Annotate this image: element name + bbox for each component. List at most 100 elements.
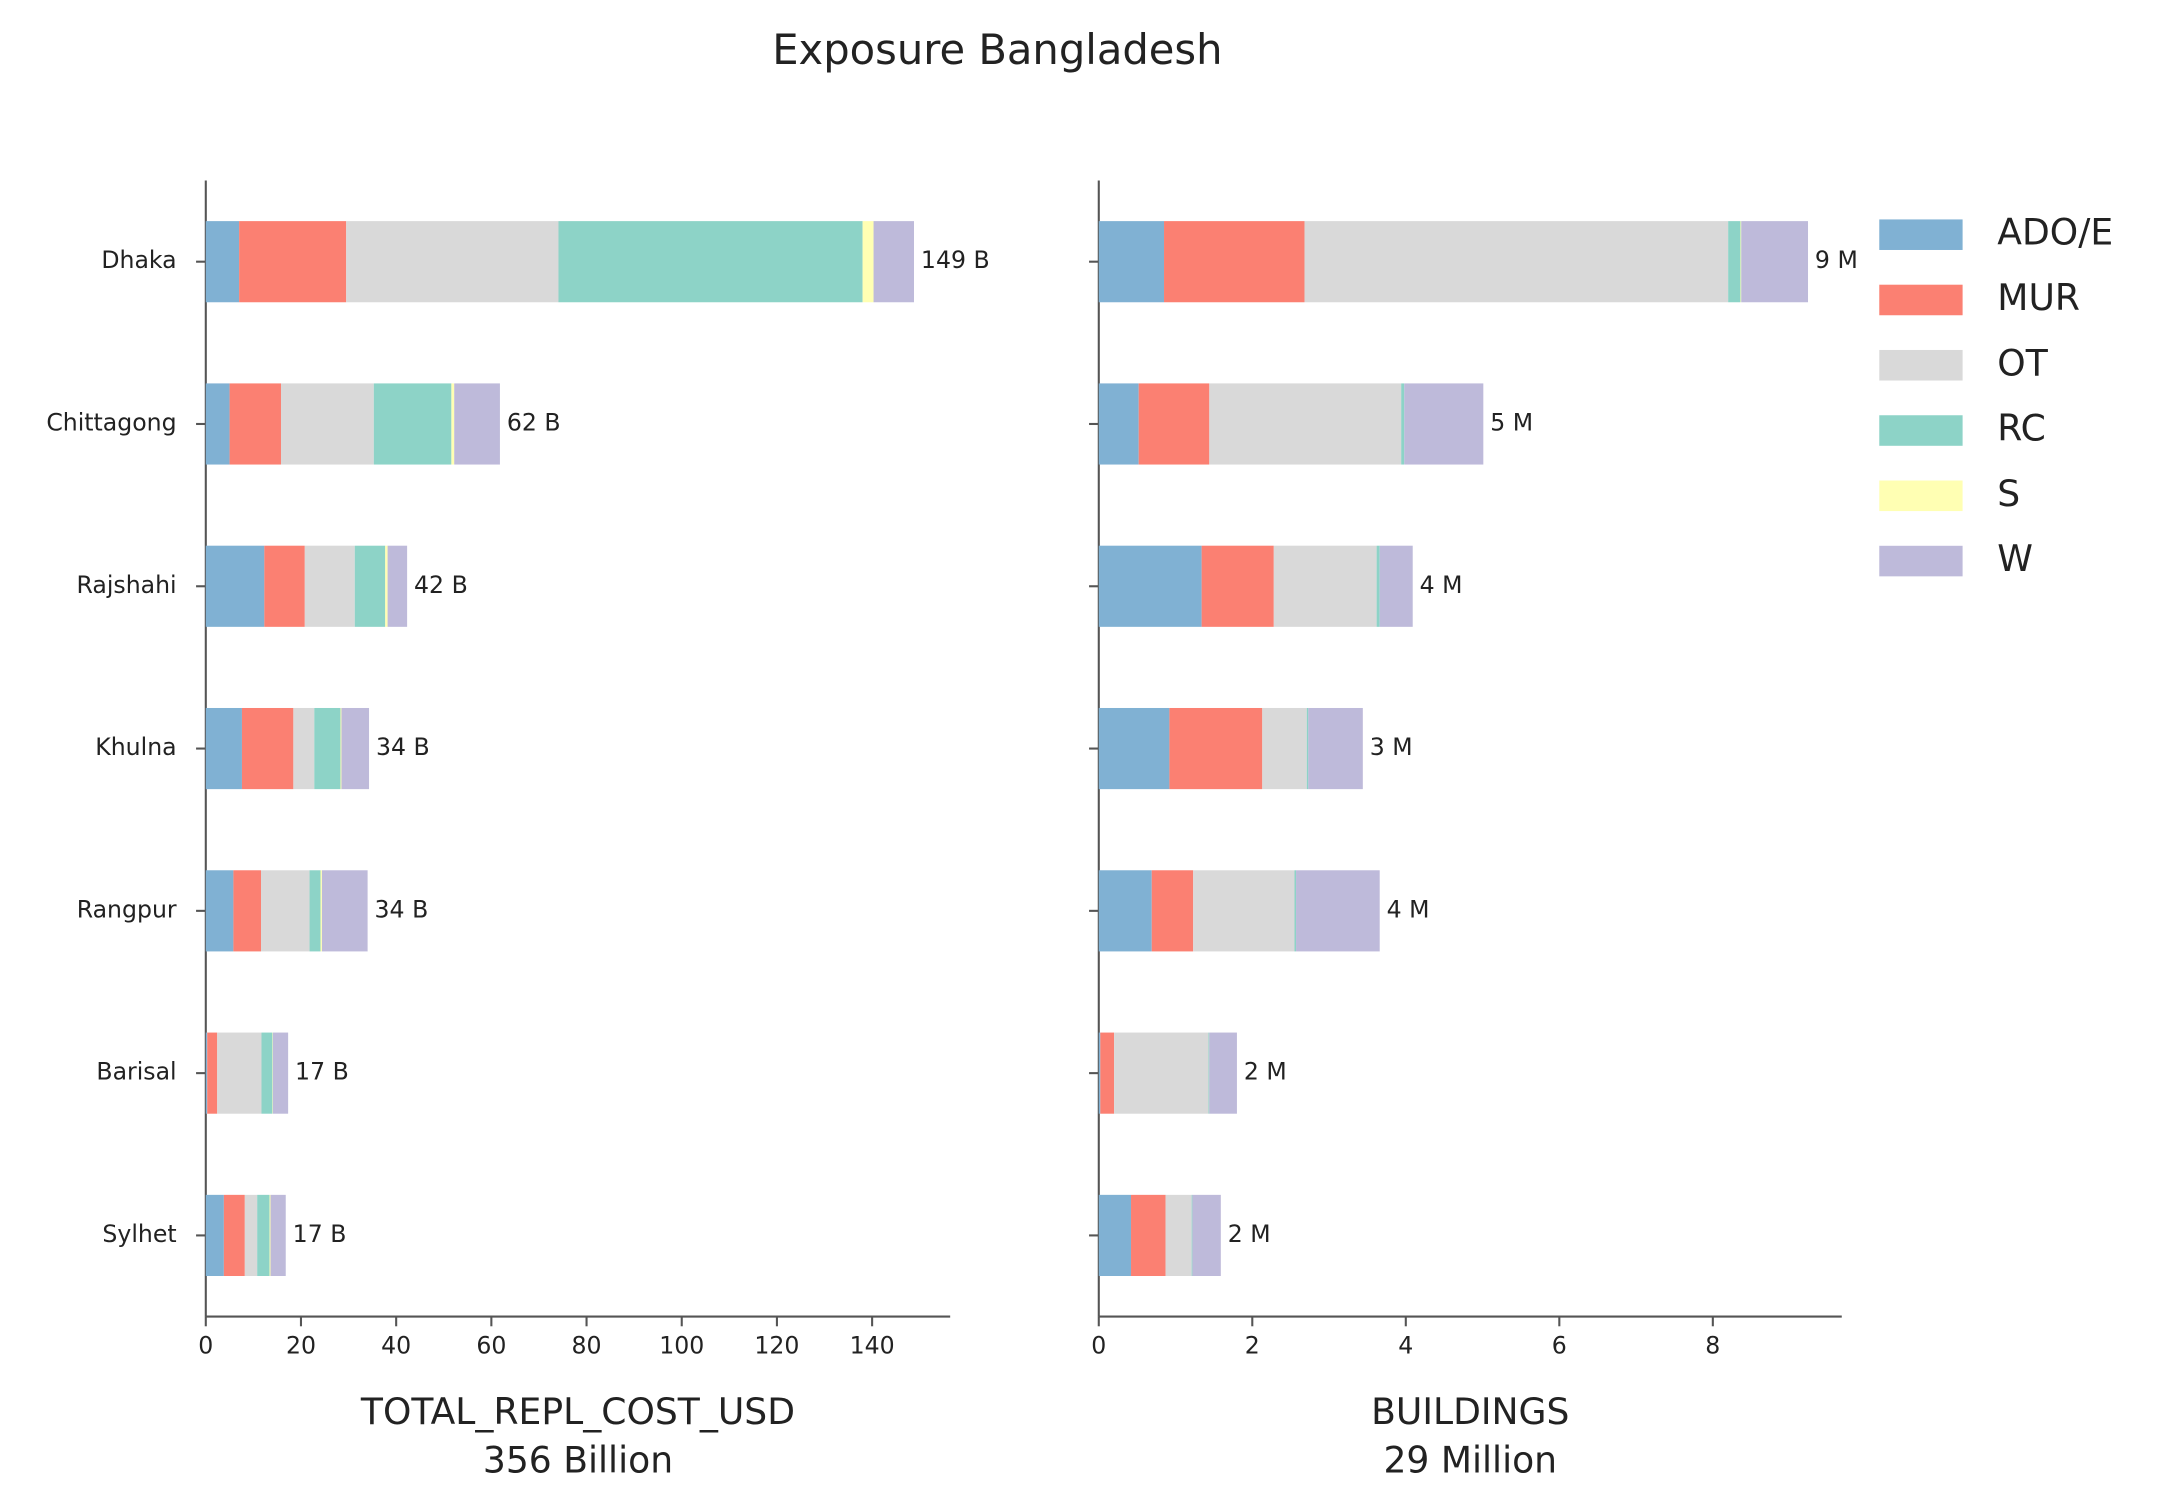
y-tick-label: Sylhet [102,1220,176,1248]
bar-segment [239,221,347,303]
bar-segment [269,1194,271,1276]
total-label: 9 M [1815,246,1858,274]
bar-segment [244,1194,258,1276]
bar-segment [314,707,341,790]
legend-swatch [1879,480,1963,512]
total-label: 62 B [507,408,561,436]
x-tick-label: 100 [659,1332,704,1360]
bar-segment [1728,221,1741,303]
bar-segment [1209,1032,1237,1114]
legend-label: W [1997,537,2033,580]
legend-swatch [1879,415,1963,446]
bar-segment [1169,707,1263,790]
bar-segment [257,1194,270,1276]
bar-segment [1131,1194,1166,1276]
y-tick-label: Barisal [96,1058,176,1086]
bar-segment [321,870,368,952]
bar-segment [340,707,342,790]
bar-segment [1164,221,1305,303]
bar-segment [1100,1032,1115,1114]
bar-segment [320,870,322,952]
x-tick-label: 120 [754,1332,799,1360]
x-axis-label: TOTAL_REPL_COST_USD [360,1390,795,1433]
bar-segment [454,383,500,465]
bar-segment [264,545,305,627]
y-tick-label: Chittagong [46,408,176,436]
bar-segment [260,870,310,952]
y-tick-label: Dhaka [101,246,176,274]
bar-segment [346,221,559,303]
bar-segment [354,545,386,627]
bar-segment [341,707,370,790]
x-axis-label: 29 Million [1383,1438,1557,1481]
bar-segment [1401,383,1405,465]
total-label: 149 B [921,246,990,274]
bar-segment [1376,545,1380,627]
x-axis-label: BUILDINGS [1371,1390,1569,1433]
bar-segment [261,1032,273,1114]
y-tick-label: Rajshahi [77,571,177,599]
legend-label: RC [1997,407,2045,450]
x-tick-label: 80 [572,1332,602,1360]
bar-segment [304,545,355,627]
bar-segment [387,545,408,627]
bar-segment [1209,383,1402,465]
bar-segment [280,383,374,465]
total-label: 4 M [1420,571,1463,599]
bar-segment [241,707,294,790]
bar-segment [1193,870,1295,952]
x-tick-label: 2 [1245,1332,1260,1360]
bar-segment [205,221,240,303]
bar-segment [1304,221,1729,303]
legend-swatch [1879,545,1963,577]
total-label: 2 M [1228,1220,1271,1248]
x-tick-label: 4 [1398,1332,1413,1360]
total-label: 34 B [375,895,429,923]
total-label: 3 M [1370,733,1413,761]
bar-segment [293,707,315,790]
bar-segment [1114,1032,1209,1114]
bar-segment [217,1032,262,1114]
bar-segment [309,870,321,952]
total-label: 34 B [376,733,430,761]
bar-segment [1404,383,1484,465]
total-label: 42 B [414,571,468,599]
legend-swatch [1879,219,1963,250]
bar-segment [1296,870,1380,952]
bar-segment [373,383,452,465]
bar-segment [205,545,265,627]
total-label: 2 M [1244,1058,1287,1086]
bar-segment [223,1194,245,1276]
bar-segment [1165,1194,1192,1276]
y-tick-label: Rangpur [77,895,177,923]
legend-swatch [1879,284,1963,316]
bar-segment [1740,221,1742,303]
bar-segment [1294,870,1297,952]
x-tick-label: 40 [381,1332,411,1360]
bar-segment [1098,221,1165,303]
bar-segment [1208,1032,1210,1114]
y-tick-label: Khulna [95,733,176,761]
bar-segment [1098,1194,1132,1276]
bar-segment [385,545,388,627]
x-tick-label: 140 [850,1332,895,1360]
bar-segment [1262,707,1307,790]
bar-segment [1306,707,1309,790]
legend-label: OT [1997,341,2048,384]
bar-segment [272,1032,289,1114]
bar-segment [862,221,874,303]
bar-segment [1741,221,1809,303]
bar-segment [229,383,281,465]
bar-segment [205,383,230,465]
bar-segment [1191,1194,1193,1276]
bar-segment [451,383,455,465]
bar-segment [558,221,863,303]
x-tick-label: 0 [198,1332,213,1360]
bar-segment [1308,707,1363,790]
bar-segment [1098,1032,1101,1114]
legend-label: ADO/E [1997,211,2113,254]
legend-label: MUR [1997,276,2080,319]
total-label: 5 M [1490,408,1533,436]
total-label: 17 B [293,1220,347,1248]
